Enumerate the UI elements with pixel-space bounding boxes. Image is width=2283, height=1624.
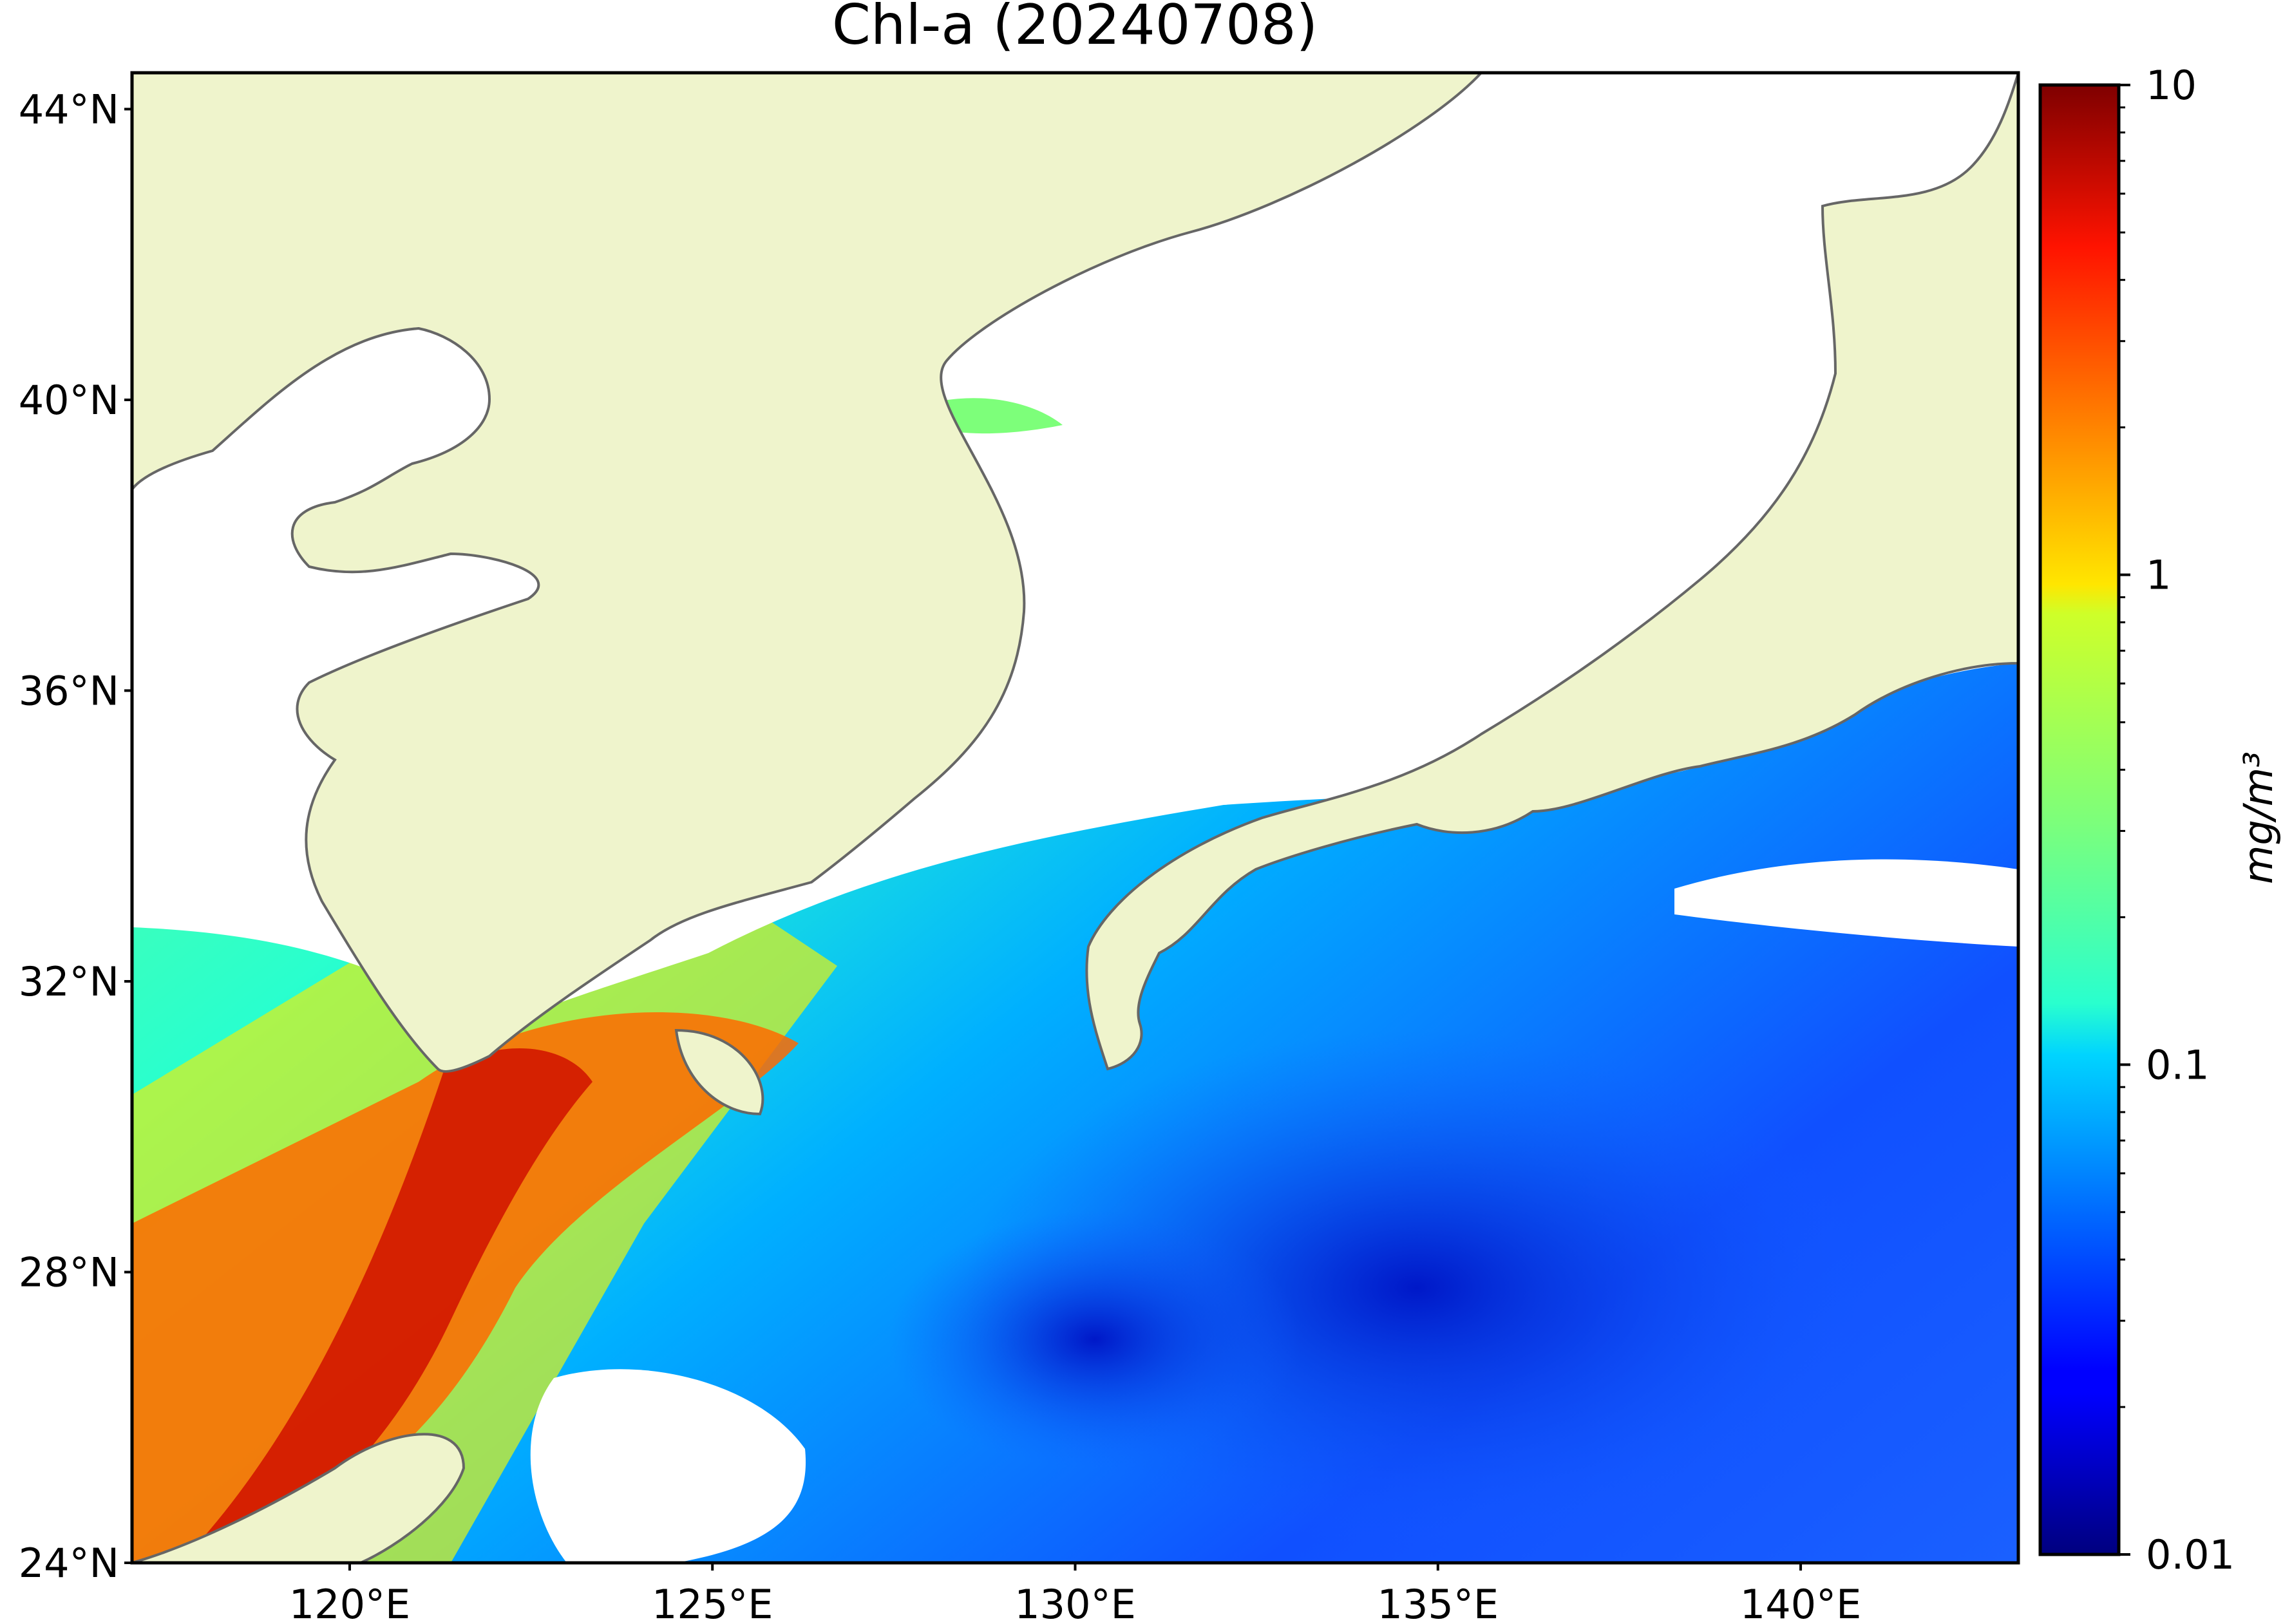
colorbar-tick-label: 0.01 xyxy=(2146,1531,2235,1578)
map-plot-area xyxy=(132,73,2018,1563)
lon-tick-label: 130°E xyxy=(1014,1581,1136,1624)
colorbar-unit-label: mg/m³ xyxy=(2235,751,2282,884)
lat-tick-label: 24°N xyxy=(19,1540,119,1587)
longitude-axis: 120°E 125°E 130°E 135°E 140°E xyxy=(289,1563,1862,1624)
map-title: Chl-a (20240708) xyxy=(832,0,1318,57)
low-chlorophyll-region xyxy=(889,1211,1301,1468)
lon-tick-label: 120°E xyxy=(289,1581,411,1624)
lon-tick-label: 135°E xyxy=(1378,1581,1499,1624)
mainland-asia-land xyxy=(132,73,1483,1073)
lat-tick-label: 44°N xyxy=(19,86,119,133)
colorbar-gradient xyxy=(2040,85,2119,1554)
latitude-axis: 44°N 40°N 36°N 32°N 28°N 24°N xyxy=(19,86,132,1587)
lat-tick-label: 36°N xyxy=(19,667,119,714)
lon-tick-label: 125°E xyxy=(652,1581,773,1624)
lat-tick-label: 28°N xyxy=(19,1249,119,1296)
colorbar-frame xyxy=(2038,83,2121,1556)
jeju-island xyxy=(674,1028,764,1116)
lon-tick-label: 140°E xyxy=(1740,1581,1862,1624)
colorbar-ticks: 10 1 0.1 0.01 xyxy=(2119,62,2235,1578)
lat-tick-label: 40°N xyxy=(19,377,119,424)
colorbar: 10 1 0.1 0.01 mg/m³ xyxy=(2038,62,2282,1578)
cloud-cover xyxy=(530,1369,806,1563)
taiwan-land xyxy=(132,1433,466,1563)
japan-land xyxy=(1085,73,2018,1071)
colorbar-tick-label: 1 xyxy=(2146,552,2171,599)
cloud-cover xyxy=(1674,859,2018,947)
colorbar-tick-label: 0.1 xyxy=(2146,1041,2210,1088)
colorbar-tick-label: 10 xyxy=(2146,62,2197,109)
lat-tick-label: 32°N xyxy=(19,958,119,1005)
very-high-chlorophyll-region xyxy=(180,1048,592,1563)
